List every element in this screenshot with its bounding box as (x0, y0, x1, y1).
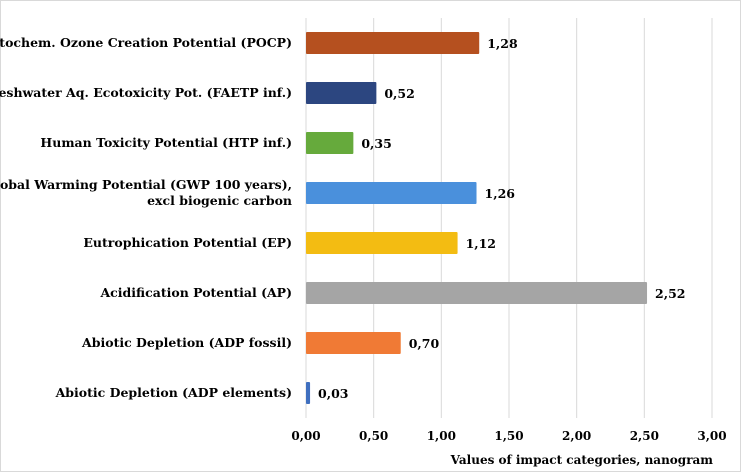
value-label: 2,52 (655, 286, 685, 301)
gridlines (305, 18, 713, 418)
bar (306, 332, 401, 354)
x-tick-label: 0,50 (359, 429, 388, 443)
category-label: Abiotic Depletion (ADP elements) (55, 385, 292, 400)
category-label: Global Warming Potential (GWP 100 years)… (0, 177, 292, 208)
x-tick-label: 2,00 (562, 429, 591, 443)
category-label: Freshwater Aq. Ecotoxicity Pot. (FAETP i… (0, 85, 292, 100)
category-label: Human Toxicity Potential (HTP inf.) (40, 135, 292, 150)
x-tick-label: 3,00 (697, 429, 726, 443)
x-tick-label: 1,00 (427, 429, 456, 443)
value-label: 1,12 (466, 236, 496, 251)
x-tick-label: 2,50 (630, 429, 659, 443)
x-tick-label: 1,50 (494, 429, 523, 443)
value-labels: 1,28 0,52 0,35 1,26 1,12 2,52 0,70 0,03 (318, 36, 685, 401)
bar (306, 82, 377, 104)
value-label: 1,26 (485, 186, 516, 201)
value-label: 0,35 (361, 136, 391, 151)
bar (306, 32, 480, 54)
category-label: Eutrophication Potential (EP) (83, 235, 292, 250)
value-label: 0,52 (384, 86, 414, 101)
bar (306, 282, 648, 304)
x-tick-labels: 0,00 0,50 1,00 1,50 2,00 2,50 3,00 (291, 429, 726, 443)
category-label: Acidification Potential (AP) (99, 285, 292, 300)
bar (306, 232, 458, 254)
category-label: Abiotic Depletion (ADP fossil) (81, 335, 292, 350)
value-label: 0,03 (318, 386, 348, 401)
bar (306, 382, 311, 404)
category-label: Photochem. Ozone Creation Potential (POC… (0, 35, 292, 50)
bar (306, 132, 354, 154)
x-tick-label: 0,00 (291, 429, 320, 443)
bar (306, 182, 477, 204)
value-label: 1,28 (487, 36, 518, 51)
bars (306, 32, 648, 404)
value-label: 0,70 (409, 336, 440, 351)
category-labels: Photochem. Ozone Creation Potential (POC… (0, 35, 292, 400)
x-axis-title: Values of impact categories, nanogram (450, 453, 714, 467)
